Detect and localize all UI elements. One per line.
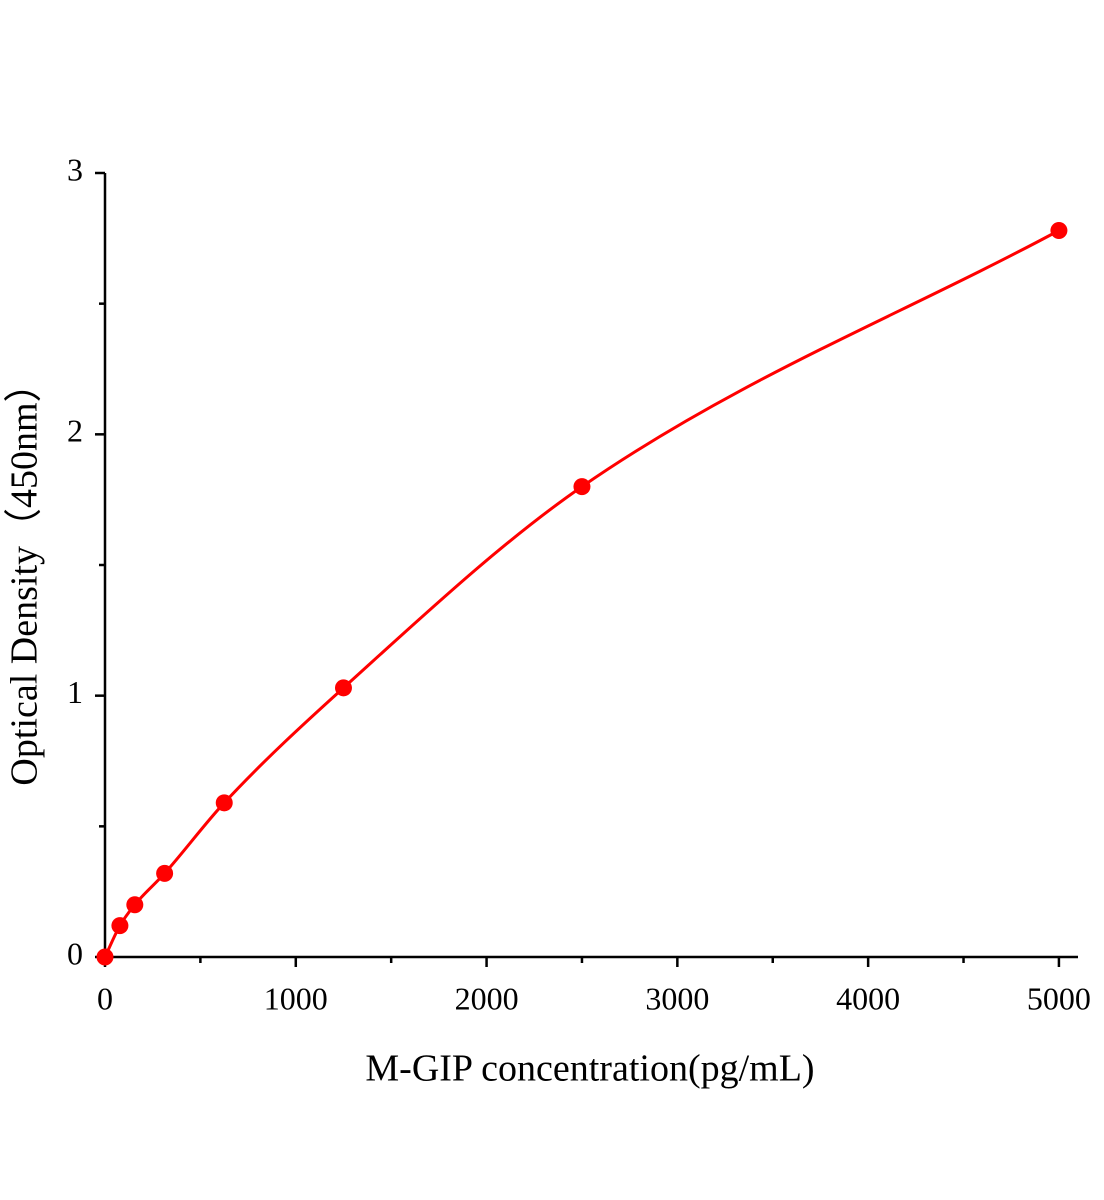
x-tick-label: 1000	[264, 980, 328, 1016]
y-tick-label: 3	[67, 151, 83, 187]
x-axis-title: M-GIP concentration(pg/mL)	[365, 1048, 814, 1090]
y-tick-label: 2	[67, 413, 83, 449]
x-tick-label: 2000	[455, 980, 519, 1016]
y-tick-label: 0	[67, 935, 83, 971]
point	[96, 948, 114, 966]
y-tick-label: 1	[67, 674, 83, 710]
x-tick-label: 0	[97, 980, 113, 1016]
point	[1050, 221, 1068, 239]
x-tick-label: 5000	[1027, 980, 1091, 1016]
point	[334, 679, 352, 697]
line	[103, 229, 1060, 958]
point	[215, 794, 233, 812]
point	[111, 917, 129, 935]
x-tick-label: 3000	[645, 980, 709, 1016]
point	[156, 864, 174, 882]
x-tick-label: 4000	[836, 980, 900, 1016]
point	[126, 896, 144, 914]
point	[573, 478, 591, 496]
y-axis-title: Optical Density（450nm）	[4, 364, 46, 785]
